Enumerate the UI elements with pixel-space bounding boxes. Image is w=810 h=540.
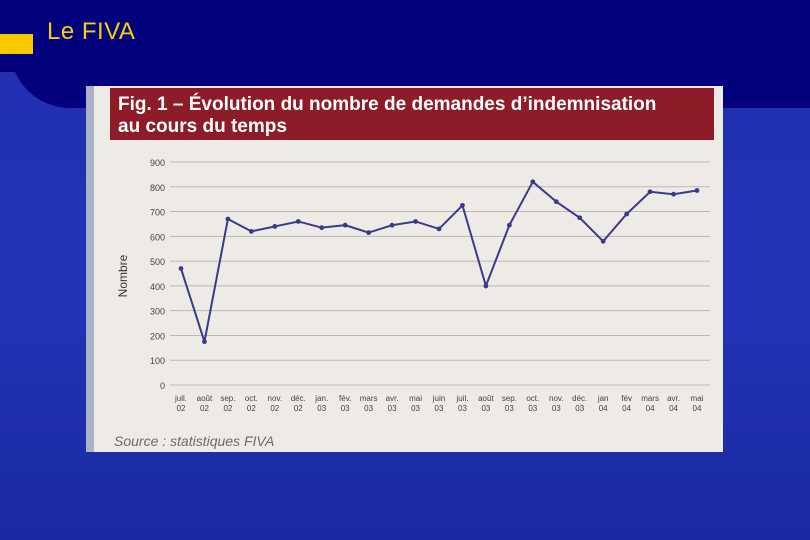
- title-bullet: [0, 34, 33, 54]
- x-tick-label-month: oct.: [526, 394, 539, 403]
- x-tick-label-year: 04: [693, 404, 702, 413]
- x-tick-label-year: 04: [669, 404, 678, 413]
- data-point: [389, 222, 395, 228]
- y-tick-label: 200: [150, 331, 165, 341]
- data-point: [553, 199, 559, 205]
- data-point: [225, 216, 231, 222]
- x-tick-labels: juil.02août02sep.02oct.02nov.02déc.02jan…: [174, 394, 704, 413]
- x-tick-label-month: fév.: [339, 394, 351, 403]
- x-tick-label-year: 03: [552, 404, 561, 413]
- data-point: [413, 219, 418, 224]
- x-tick-label-month: mars: [360, 394, 378, 403]
- x-tick-label-month: août: [197, 394, 213, 403]
- data-point: [483, 283, 489, 289]
- x-tick-label-year: 03: [458, 404, 467, 413]
- data-point: [436, 226, 442, 232]
- x-tick-label-month: mai: [409, 394, 422, 403]
- figure-title: Fig. 1 – Évolution du nombre de demandes…: [118, 94, 718, 138]
- x-tick-label-year: 03: [317, 404, 326, 413]
- data-point: [530, 179, 536, 185]
- x-tick-label-month: juil.: [174, 394, 187, 403]
- y-tick-label: 0: [160, 381, 165, 391]
- x-tick-label-year: 03: [528, 404, 537, 413]
- y-tick-label: 300: [150, 307, 165, 317]
- data-point: [694, 188, 700, 193]
- y-tick-label: 400: [150, 282, 165, 292]
- figure-photo-edge: [86, 86, 94, 452]
- x-tick-label-year: 03: [364, 404, 373, 413]
- x-tick-label-month: sep.: [502, 394, 517, 403]
- data-point: [272, 224, 278, 229]
- chart-grid: [170, 161, 710, 386]
- x-tick-label-month: nov.: [268, 394, 283, 403]
- y-tick-label: 900: [150, 158, 165, 168]
- data-point: [295, 219, 301, 224]
- x-tick-label-year: 03: [575, 404, 584, 413]
- x-tick-label-month: oct.: [245, 394, 258, 403]
- data-point: [647, 189, 653, 195]
- x-tick-label-month: mars: [641, 394, 659, 403]
- x-tick-label-month: déc.: [572, 394, 587, 403]
- x-tick-label-year: 02: [223, 404, 232, 413]
- data-point: [600, 238, 606, 244]
- data-point: [671, 191, 676, 197]
- x-tick-label-year: 04: [622, 404, 631, 413]
- source-note: Source : statistiques FIVA: [114, 433, 275, 449]
- x-tick-label-month: avr.: [386, 394, 399, 403]
- data-point: [342, 222, 348, 228]
- y-tick-label: 100: [150, 356, 165, 366]
- x-tick-label-year: 02: [270, 404, 279, 413]
- data-point: [506, 222, 512, 228]
- x-tick-label-year: 03: [481, 404, 490, 413]
- y-tick-label: 500: [150, 257, 165, 267]
- x-tick-label-year: 02: [247, 404, 256, 413]
- data-point: [624, 211, 630, 217]
- data-point: [577, 215, 583, 221]
- series-line: [180, 180, 698, 342]
- x-tick-label-month: mai: [691, 394, 704, 403]
- slide-title: Le FIVA: [47, 18, 136, 45]
- x-tick-label-month: nov.: [549, 394, 564, 403]
- x-tick-label-year: 02: [200, 404, 209, 413]
- x-tick-label-year: 03: [388, 404, 397, 413]
- data-point: [202, 339, 207, 345]
- x-tick-label-year: 03: [435, 404, 444, 413]
- data-point: [248, 228, 254, 234]
- figure-photo: [86, 86, 723, 452]
- x-tick-label-month: jan.: [314, 394, 328, 403]
- x-tick-label-month: fév: [621, 394, 632, 403]
- x-tick-label-month: août: [478, 394, 494, 403]
- data-point: [460, 202, 465, 208]
- x-tick-label-year: 03: [411, 404, 420, 413]
- data-point: [366, 230, 372, 236]
- x-tick-label-year: 03: [341, 404, 350, 413]
- x-tick-label-month: juil.: [455, 394, 468, 403]
- series-points: [178, 179, 700, 345]
- data-point: [319, 225, 325, 231]
- x-tick-label-month: déc.: [291, 394, 306, 403]
- y-tick-labels: 0 100 200 300 400 500 600 700 800 900: [150, 158, 165, 391]
- x-tick-label-year: 04: [599, 404, 608, 413]
- y-tick-label: 600: [150, 232, 165, 242]
- figure-title-line2: au cours du temps: [118, 116, 287, 137]
- x-tick-label-month: jan: [597, 394, 609, 403]
- x-tick-label-month: avr.: [667, 394, 680, 403]
- x-tick-label-month: sep.: [220, 394, 235, 403]
- x-tick-label-year: 02: [294, 404, 303, 413]
- x-tick-label-year: 02: [177, 404, 186, 413]
- y-axis-label: Nombre: [116, 254, 130, 297]
- y-tick-label: 700: [150, 208, 165, 218]
- x-tick-label-year: 03: [505, 404, 514, 413]
- figure-title-band: [110, 88, 714, 140]
- x-tick-label-year: 04: [646, 404, 655, 413]
- data-point: [178, 266, 184, 271]
- x-tick-label-month: juin: [432, 394, 445, 403]
- figure-title-line1: Fig. 1 – Évolution du nombre de demandes…: [118, 94, 657, 115]
- y-tick-label: 800: [150, 183, 165, 193]
